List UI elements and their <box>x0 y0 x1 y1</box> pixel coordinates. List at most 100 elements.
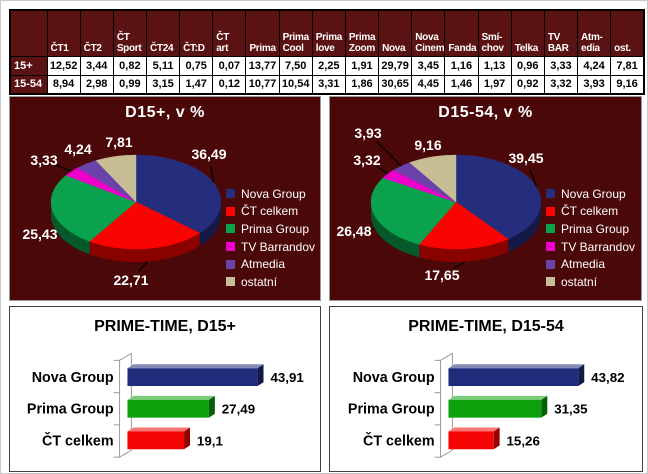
share-value-cell: 3,15 <box>145 74 181 95</box>
audience-share-table: ČT1 ČT2 ČT Sport ČT24 ČT:D ČT art Prima Prima C… <box>9 9 645 95</box>
pie-label-line <box>138 261 148 272</box>
pie-value-label: 4,24 <box>64 141 91 157</box>
legend-label: ostatní <box>561 274 598 289</box>
column-header: Prima <box>245 9 280 57</box>
legend-swatch <box>546 206 555 216</box>
pie-title-d15plus: D15+, v % <box>125 104 205 121</box>
column-header: ost. <box>610 9 645 57</box>
legend-item: ostatní <box>226 273 315 291</box>
pie-slice <box>409 154 457 203</box>
legend-swatch <box>226 189 235 199</box>
pie-slice <box>455 154 542 240</box>
legend-swatch <box>546 277 555 287</box>
legend-label: ostatní <box>241 274 278 289</box>
bar-end-face <box>257 364 264 387</box>
bar-top-face <box>448 427 500 432</box>
legend-swatch <box>226 277 235 287</box>
share-value-cell: 8,94 <box>46 74 81 95</box>
share-value-cell: 1,86 <box>344 74 380 95</box>
share-value-cell: 2,25 <box>311 55 346 76</box>
pie-value-label: 36,49 <box>191 146 226 162</box>
bar-value-label: 27,49 <box>222 402 255 417</box>
table-row: 15-54 8,94 2,98 0,99 3,15 1,47 0,12 10,77 10,54 3… <box>9 74 645 95</box>
bar-top-face <box>127 395 215 400</box>
bar-end-face <box>493 427 500 450</box>
pie-value-label: 22,71 <box>113 272 148 288</box>
pie-label-line <box>376 141 402 167</box>
bar-category-label: Prima Group <box>348 402 435 418</box>
legend-label: Atmedia <box>241 257 286 272</box>
pie-label-line <box>376 166 389 175</box>
legend-label: ČT celkem <box>241 204 299 219</box>
bar-top-face <box>127 427 190 432</box>
pie-title-d15-54: D15-54, v % <box>438 104 533 121</box>
legend-item: ČT celkem <box>226 203 315 221</box>
bar-value-label: 19,1 <box>197 433 224 448</box>
share-value-cell: 1,46 <box>444 74 479 95</box>
table-row: 15+ 12,52 3,44 0,82 5,11 0,75 0,07 13,77 7,50 2,2… <box>9 55 645 76</box>
share-value-cell: 7,50 <box>278 55 313 76</box>
legend-label: TV Barrandov <box>241 239 316 254</box>
share-value-cell: 30,65 <box>378 74 413 95</box>
share-value-cell: 5,11 <box>145 55 181 76</box>
bar-end-face <box>541 395 548 418</box>
pie-slice-side <box>199 202 221 247</box>
bar-category-label: Prima Group <box>27 402 114 418</box>
bar-title-primetime-d15-54: PRIME-TIME, D15-54 <box>408 318 564 335</box>
legend-label: ČT celkem <box>561 204 619 219</box>
legend-item: ČT celkem <box>546 203 635 221</box>
pie-label-line <box>452 261 466 270</box>
column-header: ČT art <box>212 9 247 57</box>
share-value-cell: 0,99 <box>112 74 147 95</box>
legend-item: Prima Group <box>546 220 635 238</box>
bar-value-label: 43,82 <box>591 370 624 385</box>
pie-slice <box>89 201 201 250</box>
bar-category-label: Nova Group <box>32 370 114 386</box>
share-value-cell: 3,31 <box>311 74 346 95</box>
pie-value-label: 39,45 <box>508 150 543 166</box>
share-value-cell: 29,79 <box>378 55 413 76</box>
pie-panel-d15plus: 36,49 22,71 25,43 3,33 4,24 7,81 D15+, v % No… <box>9 96 321 301</box>
bar-end-face <box>208 395 215 418</box>
legend-item: Nova Group <box>226 185 315 203</box>
share-value-cell: 0,96 <box>510 55 545 76</box>
bar-value-label: 31,35 <box>554 402 588 417</box>
column-header: ČT Sport <box>112 9 147 57</box>
legend-swatch <box>226 224 235 234</box>
pie-chart-d15plus: 36,49 22,71 25,43 3,33 4,24 7,81 <box>22 134 226 288</box>
bar-front-face <box>448 431 494 450</box>
bar-end-face <box>578 364 585 387</box>
legend-label: Atmedia <box>561 257 606 272</box>
share-value-cell: 0,82 <box>112 55 147 76</box>
share-value-cell: 1,13 <box>477 55 512 76</box>
table-header-row: ČT1 ČT2 ČT Sport ČT24 ČT:D ČT art Prima Prima C… <box>9 9 645 57</box>
pie-label-line <box>54 164 72 172</box>
pie-legend-d15plus: Nova Group ČT celkem Prima Group TV Barrand… <box>226 185 315 291</box>
share-value-cell: 0,92 <box>510 74 545 95</box>
bar-panel-primetime-d15-54: Nova Group 43,82 Prima Group 31,35 ČT celkem… <box>329 306 643 472</box>
pie-slice <box>370 177 457 245</box>
pie-value-label: 9,16 <box>414 137 441 153</box>
bar-value-label: 15,26 <box>507 433 540 448</box>
legend-label: Prima Group <box>561 221 630 236</box>
bar-value-label: 43,91 <box>270 370 304 385</box>
column-header: Nova <box>378 9 413 57</box>
pie-slice <box>50 175 137 242</box>
bar-panel-primetime-d15plus: Nova Group 43,91 Prima Group 27,49 ČT celkem… <box>9 306 321 472</box>
pie-value-label: 3,32 <box>353 152 380 168</box>
pie-slice-side <box>51 202 90 255</box>
pie-value-label: 26,48 <box>336 223 371 239</box>
column-header: Telka <box>510 9 545 57</box>
bar-front-face <box>127 399 209 418</box>
table-body: 15+ 12,52 3,44 0,82 5,11 0,75 0,07 13,77 7,50 2,2… <box>9 55 645 95</box>
legend-item: Atmedia <box>226 255 315 273</box>
legend-swatch <box>546 224 555 234</box>
legend-label: TV Barrandov <box>561 239 636 254</box>
pie-label-line <box>365 227 375 231</box>
share-value-cell: 2,98 <box>79 74 114 95</box>
legend-swatch <box>546 259 555 269</box>
share-value-cell: 10,54 <box>278 74 313 95</box>
bar-category-label: ČT celkem <box>363 431 435 449</box>
column-header: Prima Cool <box>278 9 313 57</box>
share-value-cell: 13,77 <box>245 55 280 76</box>
